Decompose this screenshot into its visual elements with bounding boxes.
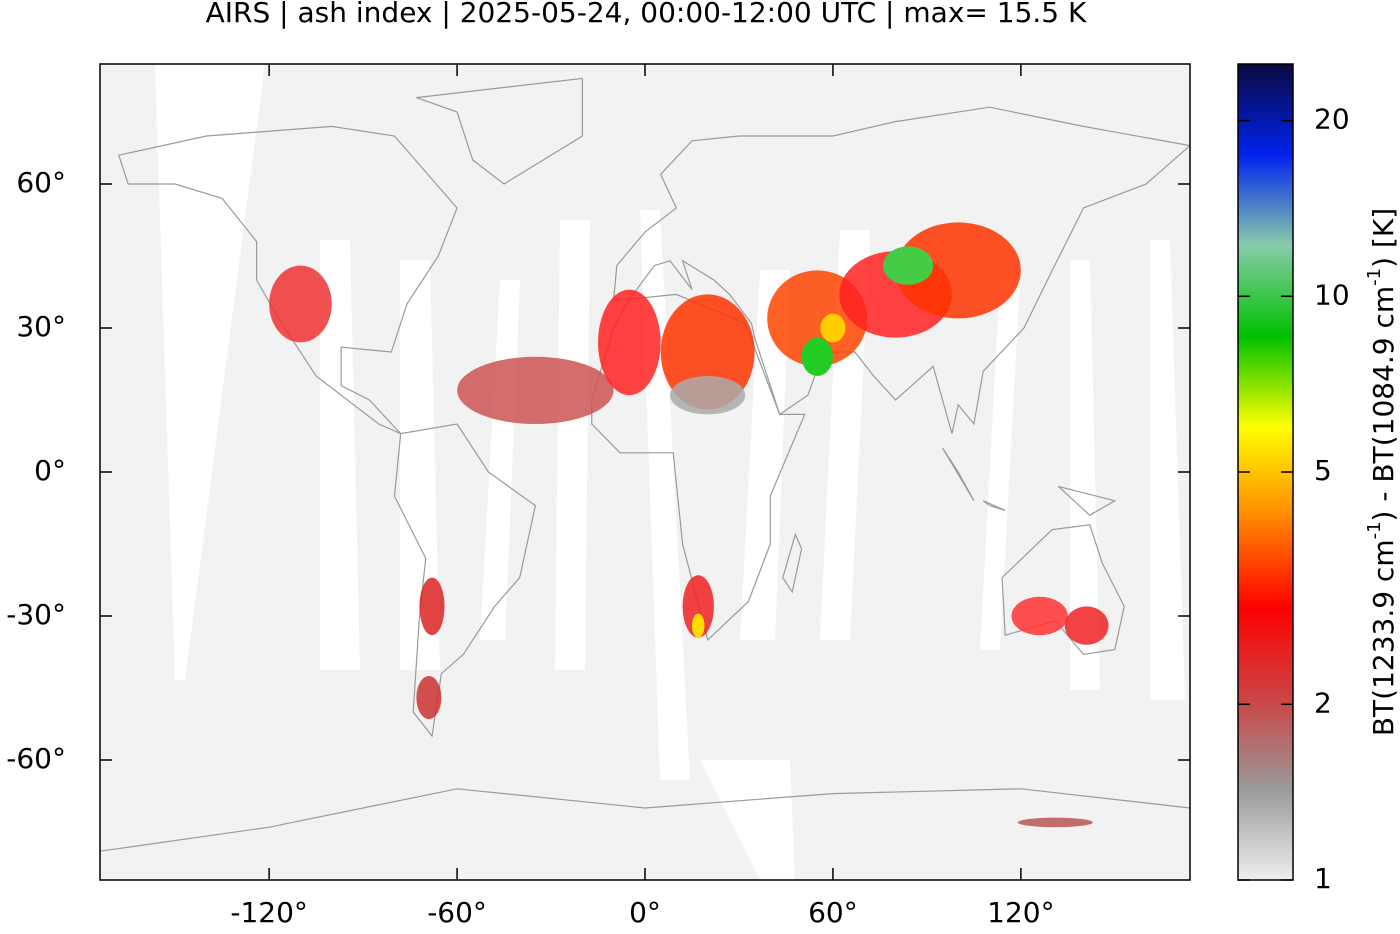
ash-signal bbox=[598, 289, 661, 396]
ash-signal bbox=[691, 613, 705, 638]
ash-signal bbox=[820, 313, 846, 343]
coastline bbox=[1058, 485, 1117, 516]
ash-signal bbox=[419, 577, 445, 636]
map-layer bbox=[100, 64, 1190, 880]
colorbar-tick-label: 20 bbox=[1314, 103, 1350, 136]
ash-signal bbox=[457, 356, 614, 424]
coastline bbox=[416, 77, 583, 185]
colorbar-tick-label: 5 bbox=[1314, 454, 1332, 487]
coastline bbox=[942, 447, 975, 502]
ash-signal bbox=[801, 337, 833, 376]
x-tick-label: -60° bbox=[427, 896, 487, 929]
swath-gap bbox=[700, 760, 795, 880]
colorbar-tick-label: 10 bbox=[1314, 278, 1350, 311]
colorbar-label-part: -1 bbox=[1364, 521, 1385, 539]
coastline bbox=[613, 106, 1190, 434]
ash-signal bbox=[416, 676, 442, 720]
swath-gap bbox=[1150, 240, 1185, 700]
ash-signal bbox=[1011, 596, 1068, 636]
swath-gap bbox=[400, 260, 440, 670]
colorbar-tick-label: 2 bbox=[1314, 686, 1332, 719]
ash-signal bbox=[269, 265, 332, 343]
y-tick-label: 30° bbox=[16, 310, 66, 343]
y-tick-label: 60° bbox=[16, 166, 66, 199]
map-background bbox=[100, 64, 1190, 880]
y-tick-label: -60° bbox=[6, 742, 66, 775]
ash-signal bbox=[682, 575, 714, 638]
y-tick-label: 0° bbox=[34, 454, 66, 487]
coastline bbox=[782, 532, 803, 594]
coastline bbox=[118, 125, 458, 435]
coastline bbox=[982, 500, 1006, 511]
colorbar-label-part: ) - BT(1084.9 cm bbox=[1367, 286, 1400, 522]
colorbar-label-part: ) [K] bbox=[1367, 208, 1400, 268]
colorbar-label-part: -1 bbox=[1364, 268, 1385, 286]
x-tick-label: 0° bbox=[629, 896, 661, 929]
x-tick-label: 120° bbox=[987, 896, 1054, 929]
swath-gap bbox=[740, 270, 790, 640]
colorbar-tick-label: 1 bbox=[1314, 862, 1332, 895]
ash-signal bbox=[895, 222, 1021, 319]
ash-signal bbox=[1017, 817, 1093, 828]
chart-title: AIRS | ash index | 2025-05-24, 00:00-12:… bbox=[206, 0, 1087, 29]
swath-gap bbox=[980, 280, 1020, 650]
coastline bbox=[591, 293, 806, 642]
swath-gap bbox=[1070, 260, 1100, 690]
x-tick-label: 60° bbox=[808, 896, 858, 929]
ash-signal bbox=[670, 376, 746, 415]
coastline bbox=[393, 423, 537, 738]
colorbar-label-part: BT(1233.9 cm bbox=[1367, 539, 1400, 736]
x-tick-label: -120° bbox=[230, 896, 308, 929]
swath-gap bbox=[555, 220, 590, 670]
y-tick-label: -30° bbox=[6, 598, 66, 631]
ash-signal bbox=[883, 246, 934, 285]
ash-signal bbox=[1064, 606, 1109, 645]
coastline bbox=[100, 788, 1190, 852]
colorbar-label: BT(1233.9 cm-1) - BT(1084.9 cm-1) [K] bbox=[1364, 208, 1400, 736]
